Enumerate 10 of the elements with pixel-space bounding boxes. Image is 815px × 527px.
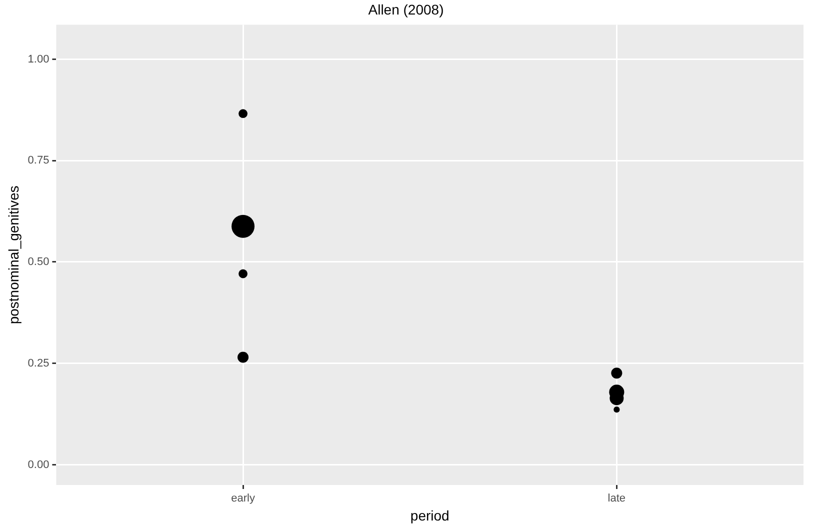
y-axis-title: postnominal_genitives (5, 186, 22, 324)
x-tick-label: early (231, 492, 256, 505)
y-tick-label: 0.25 (28, 357, 50, 370)
y-tick-label: 1.00 (28, 53, 50, 66)
x-tick-label: late (608, 492, 626, 505)
y-tick-label: 0.50 (28, 256, 50, 268)
x-axis-title: period (410, 507, 450, 524)
y-tick-label: 0.75 (28, 154, 50, 167)
chart-title: Allen (2008) (368, 1, 444, 18)
y-tick-label: 0.00 (28, 458, 50, 471)
